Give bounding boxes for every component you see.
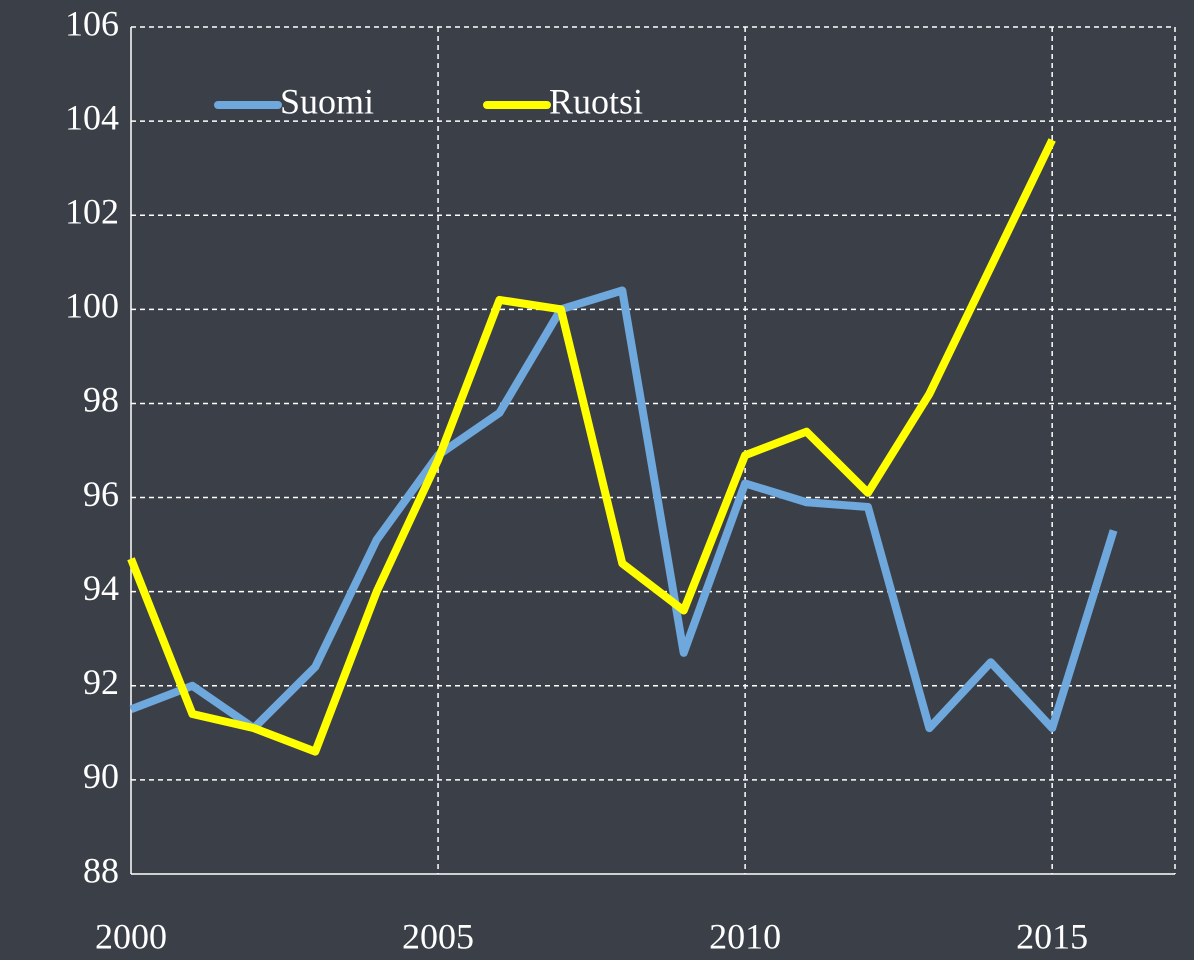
y-tick-label: 100 [65,286,119,326]
y-tick-label: 104 [65,97,119,137]
y-tick-label: 90 [83,756,119,796]
legend-label: Ruotsi [549,81,643,121]
y-tick-label: 96 [83,474,119,514]
x-tick-label: 2000 [95,916,167,956]
legend-label: Suomi [280,81,374,121]
y-tick-label: 102 [65,191,119,231]
y-tick-label: 98 [83,380,119,420]
y-tick-label: 106 [65,3,119,43]
y-tick-label: 92 [83,662,119,702]
series-line [129,286,1118,733]
y-tick-label: 88 [83,850,119,890]
x-tick-label: 2005 [402,916,474,956]
x-tick-label: 2015 [1016,916,1088,956]
x-tick-label: 2010 [709,916,781,956]
y-tick-label: 94 [83,568,119,608]
series-line [127,138,1056,756]
